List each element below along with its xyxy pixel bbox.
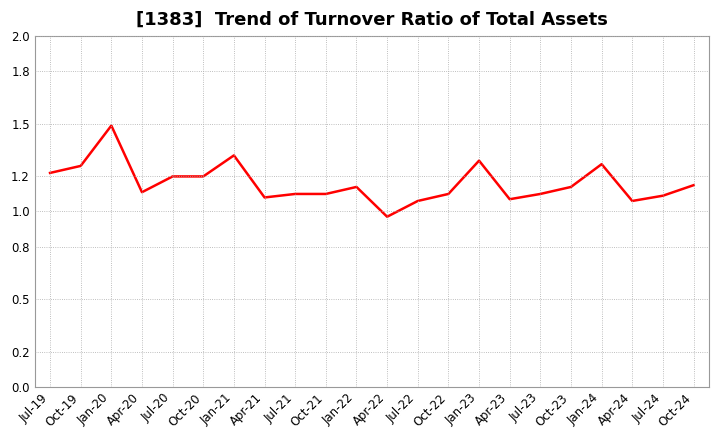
Title: [1383]  Trend of Turnover Ratio of Total Assets: [1383] Trend of Turnover Ratio of Total … bbox=[136, 11, 608, 29]
